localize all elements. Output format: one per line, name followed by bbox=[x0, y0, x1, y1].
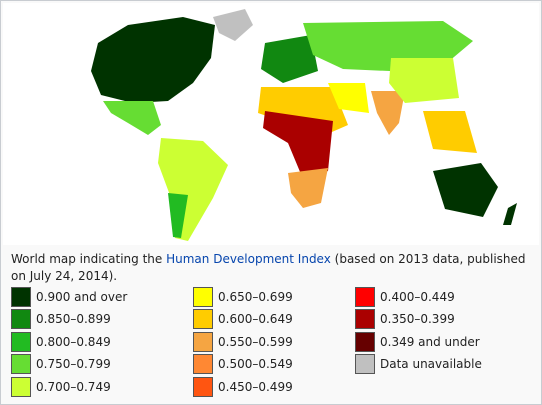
legend-label: 0.350–0.399 bbox=[380, 312, 455, 326]
legend-item: 0.550–0.599 bbox=[193, 331, 293, 353]
legend-item: 0.750–0.799 bbox=[11, 353, 111, 375]
legend-label: Data unavailable bbox=[380, 357, 482, 371]
caption-text: World map indicating the bbox=[11, 252, 167, 266]
legend-swatch bbox=[11, 287, 31, 307]
legend-label: 0.400–0.449 bbox=[380, 290, 455, 304]
legend-item: 0.350–0.399 bbox=[355, 308, 455, 330]
legend-swatch bbox=[355, 354, 375, 374]
legend-label: 0.650–0.699 bbox=[218, 290, 293, 304]
legend-label: 0.700–0.749 bbox=[36, 380, 111, 394]
legend-swatch bbox=[11, 309, 31, 329]
legend-item: 0.700–0.749 bbox=[11, 376, 111, 398]
legend-label: 0.450–0.499 bbox=[218, 380, 293, 394]
legend-item: 0.600–0.649 bbox=[193, 308, 293, 330]
new-zealand bbox=[503, 203, 517, 225]
legend-swatch bbox=[193, 332, 213, 352]
legend-item: 0.400–0.449 bbox=[355, 286, 455, 308]
legend-swatch bbox=[193, 354, 213, 374]
north-america bbox=[91, 17, 215, 103]
mexico bbox=[103, 101, 161, 135]
legend-item: 0.800–0.849 bbox=[11, 331, 111, 353]
legend-swatch bbox=[193, 287, 213, 307]
legend-swatch bbox=[193, 377, 213, 397]
legend-label: 0.800–0.849 bbox=[36, 335, 111, 349]
world-map bbox=[3, 3, 539, 245]
legend-swatch bbox=[355, 309, 375, 329]
legend-label: 0.900 and over bbox=[36, 290, 128, 304]
legend-item: 0.450–0.499 bbox=[193, 376, 293, 398]
europe bbox=[261, 35, 318, 83]
southeast-asia bbox=[423, 111, 477, 153]
southern-africa bbox=[288, 168, 328, 208]
middle-east bbox=[328, 83, 369, 113]
india bbox=[371, 91, 405, 135]
china bbox=[389, 58, 459, 103]
legend-item: 0.850–0.899 bbox=[11, 308, 111, 330]
greenland bbox=[213, 9, 253, 41]
legend-label: 0.550–0.599 bbox=[218, 335, 293, 349]
australia bbox=[433, 163, 498, 217]
legend-label: 0.349 and under bbox=[380, 335, 480, 349]
legend-swatch bbox=[11, 332, 31, 352]
legend-swatch bbox=[11, 377, 31, 397]
legend-item: 0.500–0.549 bbox=[193, 353, 293, 375]
legend-swatch bbox=[355, 332, 375, 352]
caption-link[interactable]: Human Development Index bbox=[166, 252, 331, 266]
caption: World map indicating the Human Developme… bbox=[11, 251, 536, 285]
legend-item: 0.650–0.699 bbox=[193, 286, 293, 308]
legend-label: 0.850–0.899 bbox=[36, 312, 111, 326]
legend-swatch bbox=[355, 287, 375, 307]
caption-text: (based on 2013 data, published on July 2… bbox=[11, 252, 526, 283]
chile-argentina bbox=[168, 193, 188, 238]
legend-label: 0.500–0.549 bbox=[218, 357, 293, 371]
legend-item: 0.900 and over bbox=[11, 286, 127, 308]
legend-swatch bbox=[193, 309, 213, 329]
legend-item: 0.349 and under bbox=[355, 331, 480, 353]
legend-item: Data unavailable bbox=[355, 353, 482, 375]
legend-label: 0.750–0.799 bbox=[36, 357, 111, 371]
central-africa bbox=[263, 111, 333, 179]
legend-swatch bbox=[11, 354, 31, 374]
legend-label: 0.600–0.649 bbox=[218, 312, 293, 326]
